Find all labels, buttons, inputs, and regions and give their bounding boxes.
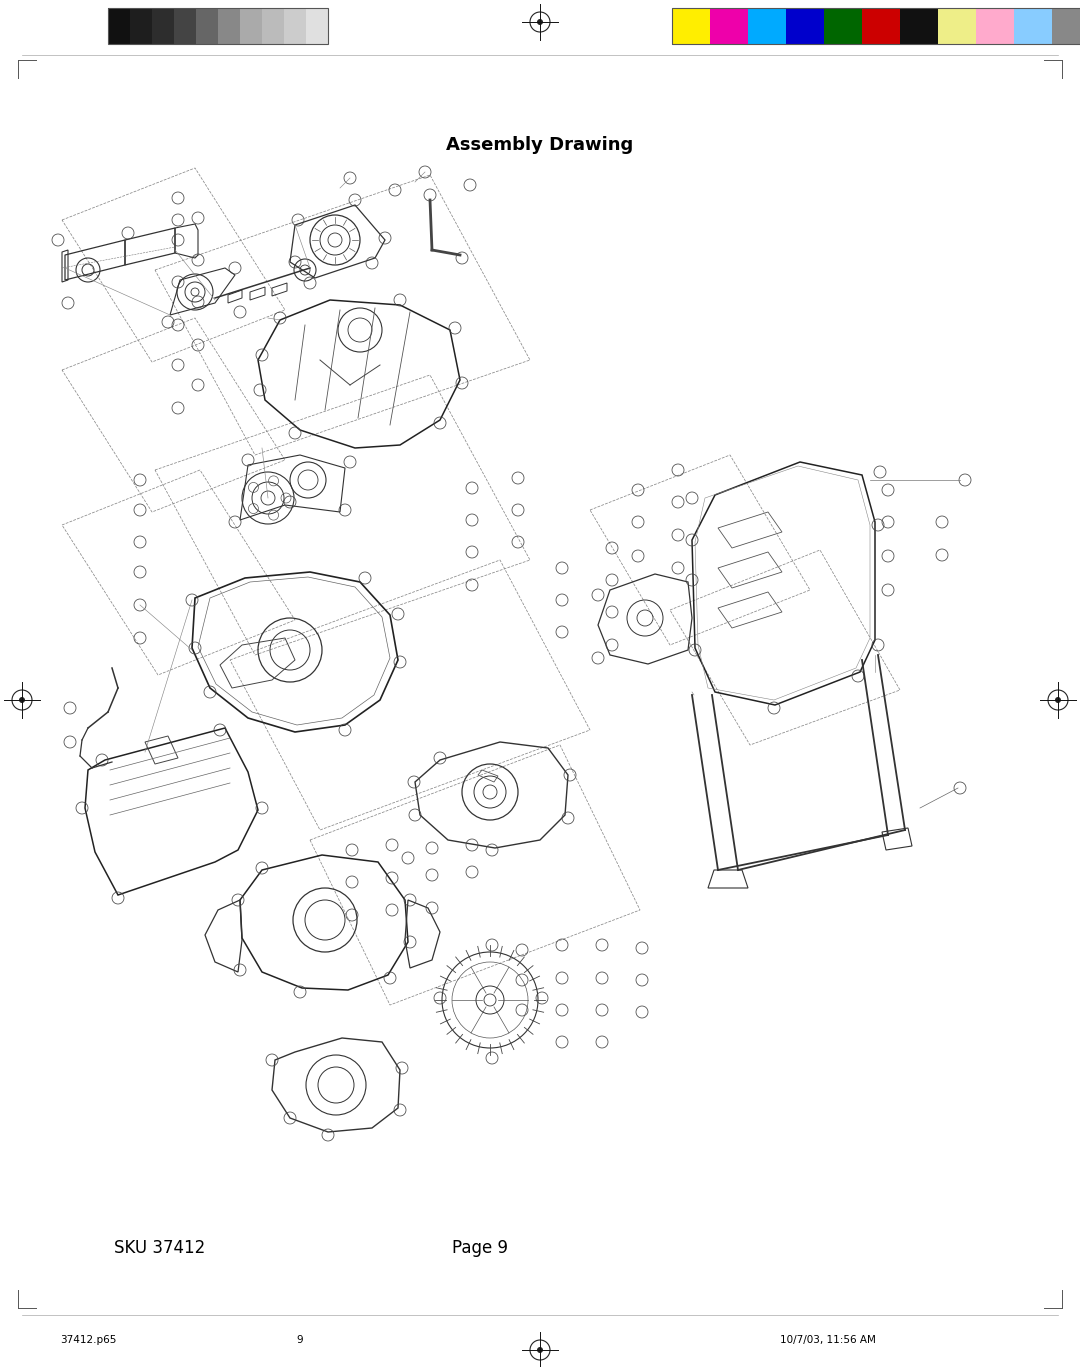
Text: 9: 9 (297, 1336, 303, 1345)
Bar (900, 8, 939, 44)
Text: SKU 37412: SKU 37412 (114, 1239, 205, 1258)
Ellipse shape (537, 1346, 543, 1353)
Bar (174, 8, 195, 44)
Bar (108, 8, 130, 44)
Bar (672, 8, 1080, 44)
Bar (824, 8, 862, 44)
Bar (152, 8, 174, 44)
Text: 10/7/03, 11:56 AM: 10/7/03, 11:56 AM (780, 1336, 876, 1345)
Bar (218, 8, 240, 44)
Bar (284, 8, 306, 44)
Ellipse shape (537, 19, 543, 25)
Bar (786, 8, 824, 44)
Text: 37412.p65: 37412.p65 (60, 1336, 117, 1345)
Bar (1052, 8, 1080, 44)
Bar (195, 8, 218, 44)
Bar (672, 8, 710, 44)
Bar (976, 8, 1014, 44)
Bar (939, 8, 976, 44)
Bar (240, 8, 262, 44)
Bar (108, 8, 328, 44)
Bar (262, 8, 284, 44)
Bar (130, 8, 152, 44)
Text: Page 9: Page 9 (453, 1239, 508, 1258)
Bar (748, 8, 786, 44)
Text: Assembly Drawing: Assembly Drawing (446, 135, 634, 154)
Bar (1014, 8, 1052, 44)
Bar (710, 8, 748, 44)
Bar (306, 8, 328, 44)
Ellipse shape (19, 697, 25, 703)
Bar (862, 8, 900, 44)
Ellipse shape (1055, 697, 1061, 703)
